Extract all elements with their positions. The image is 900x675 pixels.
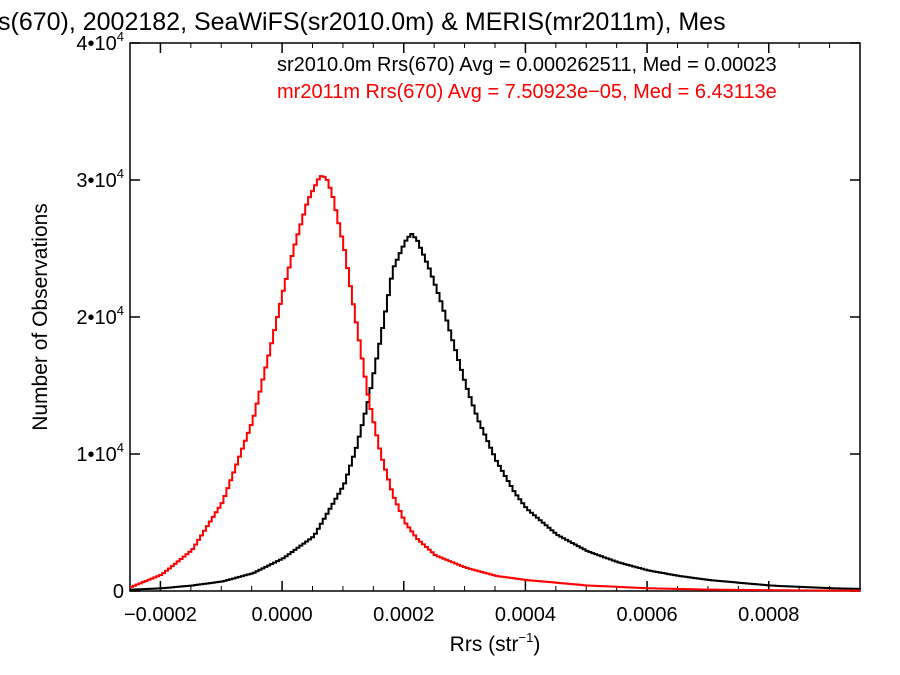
x-axis-label-exponent: −1 (519, 630, 534, 645)
x-tick-label-4: 0.0006 (616, 604, 677, 626)
plot-frame (129, 42, 861, 592)
y-tick-label-4: 4•104 (76, 29, 124, 55)
series-group (130, 175, 861, 592)
y-tick-label-3: 3•104 (76, 166, 124, 192)
y-axis-ticks: 0 1•104 2•104 3•104 4•104 (76, 29, 860, 603)
series-line-0 (130, 232, 861, 591)
x-axis-label-text: Rrs (str (450, 633, 519, 656)
y-tick-label-0: 0 (113, 581, 124, 603)
x-tick-label-2: 0.0002 (373, 604, 434, 626)
y-tick-label-1: 1•104 (76, 440, 124, 466)
x-tick-label-3: 0.0004 (495, 604, 556, 626)
x-axis-label-close: ) (533, 633, 540, 656)
x-axis-label: Rrs (str−1) (450, 630, 541, 656)
legend-entry-sr2010: sr2010.0m Rrs(670) Avg = 0.000262511, Me… (277, 54, 777, 76)
x-axis-ticks: −0.0002 0.0000 0.0002 0.0004 0.0006 0.0008 (124, 43, 861, 626)
y-tick-label-2: 2•104 (76, 303, 124, 329)
chart-title: s(670), 2002182, SeaWiFS(sr2010.0m) & ME… (0, 8, 726, 36)
x-tick-label-5: 0.0008 (738, 604, 799, 626)
x-tick-label-1: 0.0000 (251, 604, 312, 626)
y-axis-label: Number of Observations (29, 203, 52, 431)
series-line-1 (130, 175, 861, 592)
legend-entry-mr2011: mr2011m Rrs(670) Avg = 7.50923e−05, Med … (277, 81, 777, 103)
x-tick-label-0: −0.0002 (124, 604, 197, 626)
